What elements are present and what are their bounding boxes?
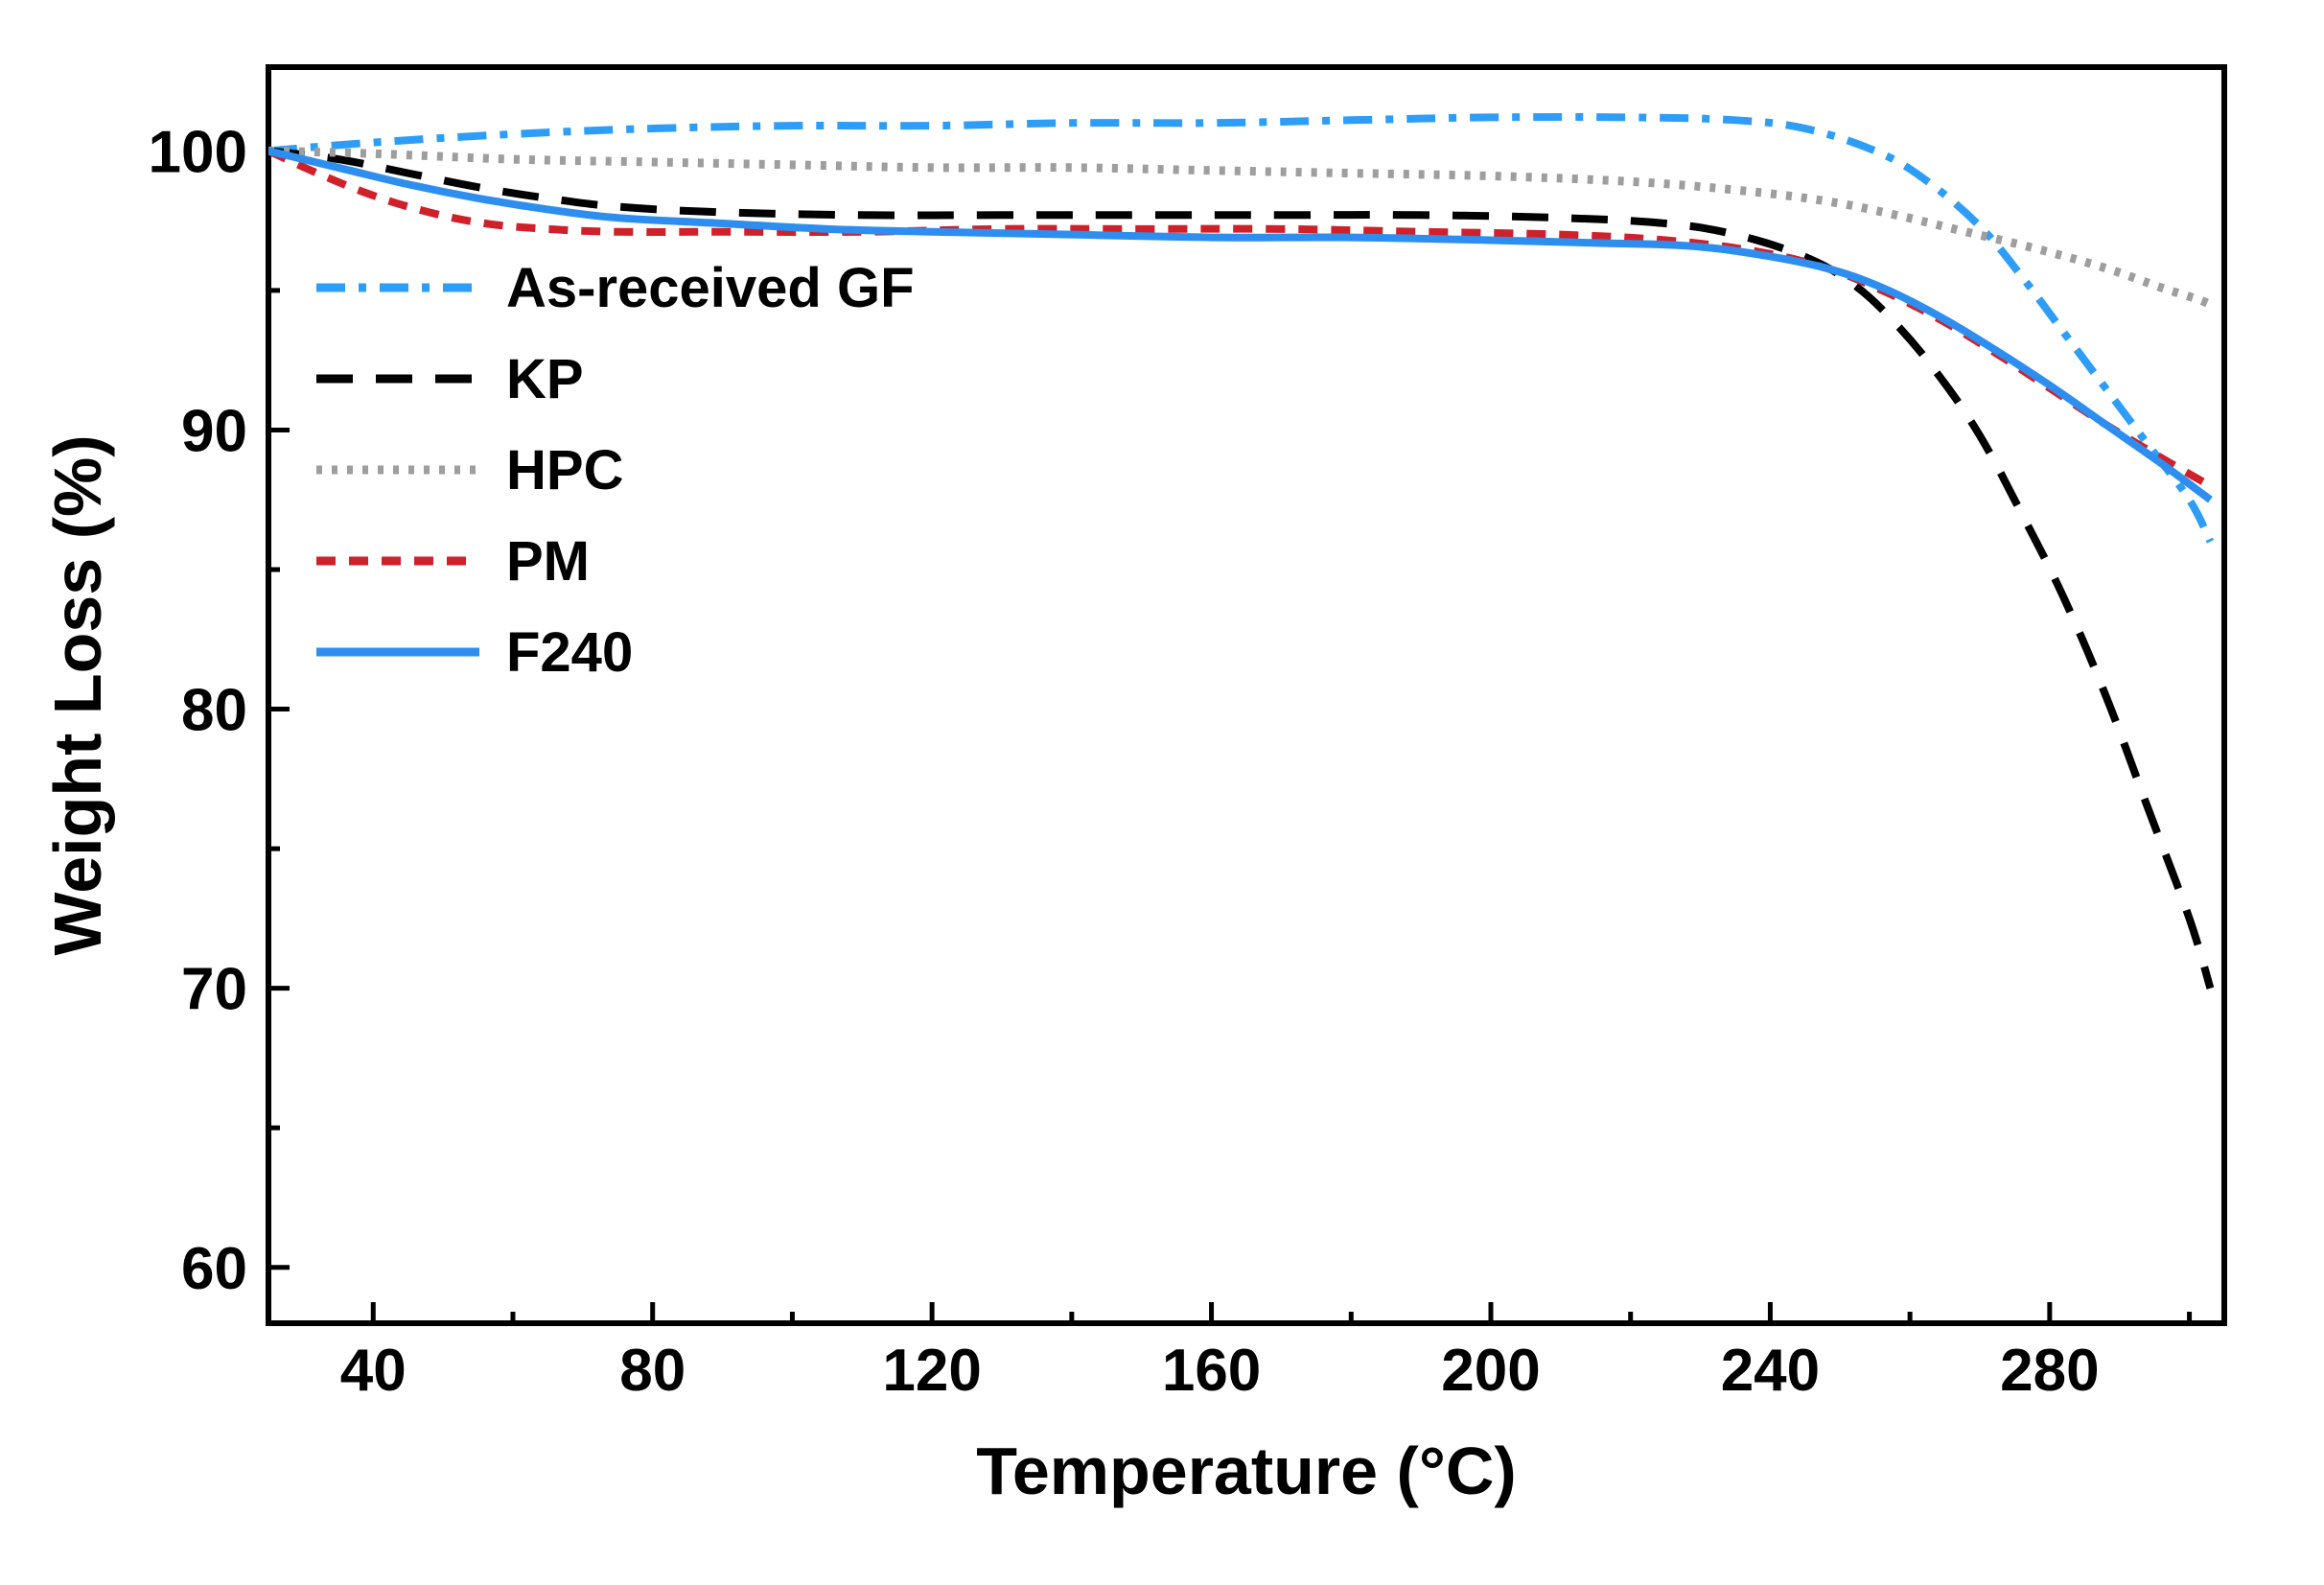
y-tick-label: 70	[181, 957, 247, 1023]
x-tick-label: 200	[1441, 1338, 1540, 1404]
x-tick-label: 40	[340, 1338, 407, 1404]
y-tick-label: 90	[181, 398, 247, 464]
legend-label: PM	[506, 530, 590, 593]
x-tick-label: 120	[882, 1338, 981, 1404]
y-axis-label: Weight Loss (%)	[40, 434, 115, 955]
x-axis-label: Temperature (°C)	[976, 1433, 1516, 1508]
y-tick-label: 60	[181, 1236, 247, 1302]
x-tick-label: 160	[1162, 1338, 1261, 1404]
x-tick-label: 240	[1721, 1338, 1820, 1404]
y-tick-label: 100	[149, 119, 247, 185]
x-tick-label: 280	[2000, 1338, 2099, 1404]
legend-label: As-received GF	[506, 257, 915, 319]
legend-label: HPC	[506, 439, 623, 501]
legend-label: F240	[506, 621, 633, 684]
x-tick-label: 80	[619, 1338, 686, 1404]
y-tick-label: 80	[181, 678, 247, 744]
chart-container: 40 80 120 160 200 240 280 60 70 80 90 100 Temperatur…	[0, 0, 2324, 1585]
tga-line-chart: 40 80 120 160 200 240 280 60 70 80 90 100 Temperatur…	[0, 0, 2324, 1585]
legend-label: KP	[506, 348, 584, 410]
